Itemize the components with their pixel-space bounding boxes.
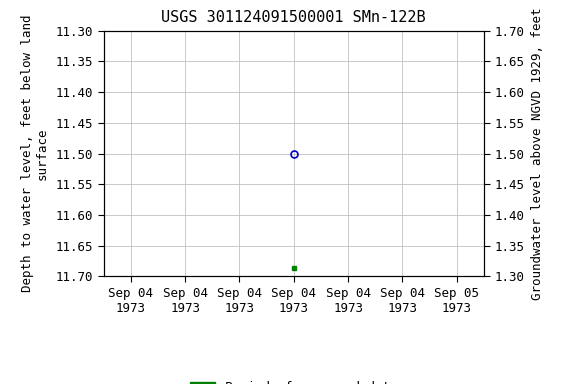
Legend: Period of approved data: Period of approved data [185, 376, 403, 384]
Y-axis label: Depth to water level, feet below land
surface: Depth to water level, feet below land su… [21, 15, 49, 292]
Y-axis label: Groundwater level above NGVD 1929, feet: Groundwater level above NGVD 1929, feet [531, 7, 544, 300]
Title: USGS 301124091500001 SMn-122B: USGS 301124091500001 SMn-122B [161, 10, 426, 25]
